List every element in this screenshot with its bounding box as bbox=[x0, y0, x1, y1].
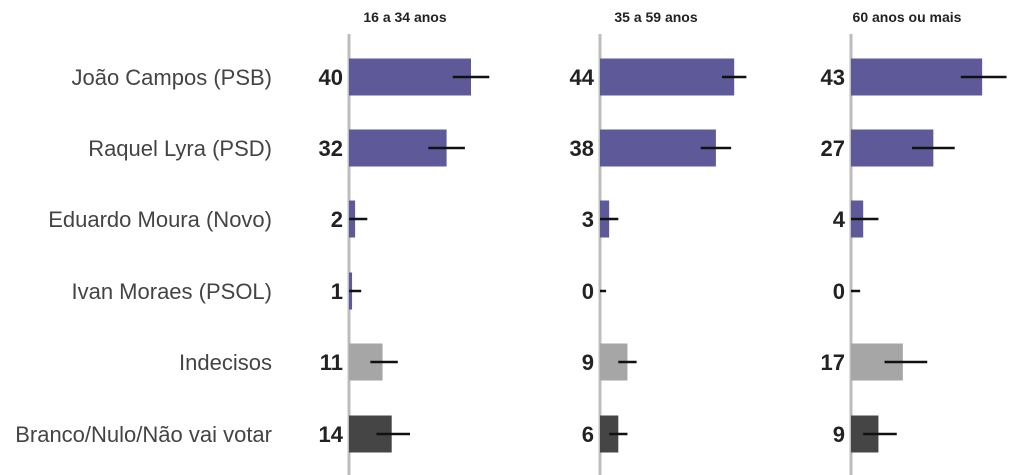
panel-title: 35 a 59 anos bbox=[614, 9, 697, 25]
panel-title: 16 a 34 anos bbox=[363, 9, 446, 25]
category-label: Ivan Moraes (PSOL) bbox=[71, 279, 272, 304]
category-label: Raquel Lyra (PSD) bbox=[88, 136, 272, 161]
category-label: Branco/Nulo/Não vai votar bbox=[15, 422, 272, 447]
value-label: 4 bbox=[833, 207, 846, 232]
value-label: 40 bbox=[319, 65, 343, 90]
category-label: Indecisos bbox=[179, 350, 272, 375]
value-label: 27 bbox=[821, 136, 845, 161]
value-label: 9 bbox=[833, 422, 845, 447]
value-label: 2 bbox=[331, 207, 343, 232]
value-label: 38 bbox=[570, 136, 594, 161]
value-label: 14 bbox=[319, 422, 344, 447]
value-label: 3 bbox=[582, 207, 594, 232]
panel-2: 35 a 59 anos 44 38 3 0 9 6 bbox=[570, 9, 747, 475]
category-label: Eduardo Moura (Novo) bbox=[48, 207, 272, 232]
value-label: 0 bbox=[833, 279, 845, 304]
bar bbox=[600, 58, 735, 96]
value-label: 44 bbox=[570, 65, 595, 90]
value-label: 9 bbox=[582, 350, 594, 375]
value-label: 11 bbox=[320, 350, 343, 375]
value-label: 43 bbox=[821, 65, 845, 90]
bar bbox=[349, 58, 471, 96]
bar bbox=[851, 58, 983, 96]
panel-title: 60 anos ou mais bbox=[853, 9, 962, 25]
value-label: 6 bbox=[582, 422, 594, 447]
value-label: 1 bbox=[331, 279, 343, 304]
panel-3: 60 anos ou mais 43 27 4 0 17 9 bbox=[821, 9, 1007, 475]
category-label: João Campos (PSB) bbox=[71, 65, 272, 90]
bar bbox=[600, 129, 716, 167]
value-label: 17 bbox=[821, 350, 845, 375]
value-label: 32 bbox=[319, 136, 343, 161]
value-label: 0 bbox=[582, 279, 594, 304]
